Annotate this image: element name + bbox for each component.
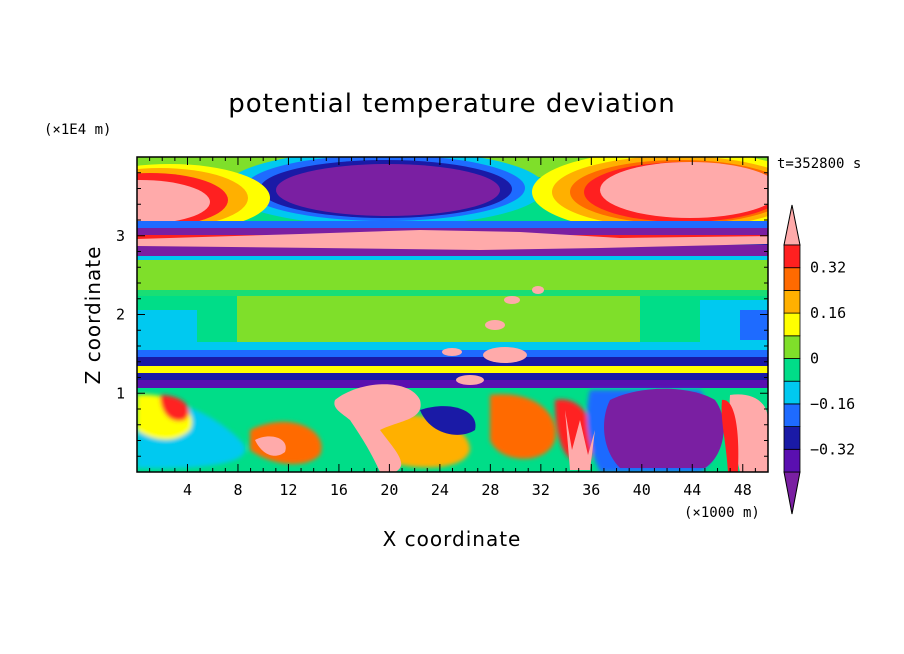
colorbar-label: 0 bbox=[810, 350, 819, 368]
y-axis-ticks: 1 2 3 bbox=[116, 172, 768, 457]
field-lower-red-mid bbox=[490, 394, 556, 459]
colorbar-segment bbox=[783, 289, 801, 314]
plume bbox=[456, 375, 484, 385]
field-band-z13-a bbox=[137, 342, 768, 352]
x-unit-label: (×1000 m) bbox=[684, 505, 760, 521]
time-label: t=352800 s bbox=[777, 156, 861, 172]
colorbar-label: −0.32 bbox=[810, 440, 855, 458]
field-band-z3-f bbox=[137, 256, 768, 261]
colorbar-label: 0.16 bbox=[810, 304, 846, 322]
colorbar-segment bbox=[783, 403, 801, 427]
x-tick-label: 32 bbox=[532, 481, 550, 499]
colorbar-segment bbox=[783, 244, 801, 269]
colorbar-segment bbox=[783, 426, 801, 450]
field-band-mid-cyan-l bbox=[137, 310, 197, 344]
field-lower-red-edge bbox=[721, 399, 739, 472]
field-band-z13-c bbox=[137, 357, 768, 367]
field-band-mid-2 bbox=[137, 290, 768, 296]
field-band-z13-e bbox=[137, 373, 768, 381]
x-tick-label: 40 bbox=[633, 481, 651, 499]
x-tick-label: 36 bbox=[582, 481, 600, 499]
y-tick-label: 1 bbox=[116, 384, 125, 402]
field-band-z13-f bbox=[137, 380, 768, 388]
y-unit-label: (×1E4 m) bbox=[44, 122, 111, 138]
colorbar-segment bbox=[783, 312, 801, 337]
field-band-z3-a bbox=[137, 221, 768, 229]
y-tick-label: 2 bbox=[116, 306, 125, 324]
field-lower-blue-patch bbox=[420, 406, 476, 435]
contour-field bbox=[137, 157, 768, 472]
field-lower-purple-right bbox=[604, 388, 724, 468]
colorbar-under-arrow bbox=[783, 471, 801, 515]
colorbar-segment bbox=[783, 358, 801, 382]
colorbar: 0.32 0.16 0 −0.16 −0.32 bbox=[783, 204, 855, 515]
x-tick-label: 16 bbox=[330, 481, 348, 499]
colorbar-segment bbox=[783, 335, 801, 359]
x-tick-label: 24 bbox=[431, 481, 449, 499]
x-tick-label: 48 bbox=[734, 481, 752, 499]
x-axis-label: X coordinate bbox=[383, 527, 522, 551]
y-tick-label: 3 bbox=[116, 227, 125, 245]
x-tick-label: 12 bbox=[279, 481, 297, 499]
colorbar-over-arrow bbox=[783, 204, 801, 246]
colorbar-segment bbox=[783, 267, 801, 291]
x-tick-label: 4 bbox=[183, 481, 192, 499]
x-tick-label: 28 bbox=[481, 481, 499, 499]
field-blob-warm-right-5 bbox=[600, 162, 768, 218]
plume bbox=[485, 320, 505, 330]
field-lower-pink-streak bbox=[565, 410, 595, 470]
field-lower-red-left bbox=[160, 395, 189, 422]
field-lower-pink-vortex bbox=[255, 436, 286, 456]
field-band-z3-e bbox=[137, 245, 768, 257]
x-tick-label: 44 bbox=[683, 481, 701, 499]
field-blob-cold-top-4 bbox=[276, 164, 500, 216]
field-band-z3-pink bbox=[137, 230, 768, 250]
colorbar-segment bbox=[783, 380, 801, 405]
x-tick-label: 20 bbox=[380, 481, 398, 499]
x-axis-ticks: 4 8 12 16 20 24 28 32 36 40 44 48 bbox=[149, 157, 756, 499]
field-lower-pink-left bbox=[334, 384, 421, 472]
field-band-z13-d bbox=[137, 366, 768, 374]
colorbar-segment bbox=[783, 448, 801, 473]
field-blob-warm-left-4 bbox=[137, 180, 210, 224]
x-tick-label: 8 bbox=[233, 481, 242, 499]
chart-title: potential temperature deviation bbox=[228, 89, 675, 119]
plume bbox=[483, 347, 527, 363]
colorbar-label: 0.32 bbox=[810, 259, 846, 277]
y-axis-label: Z coordinate bbox=[81, 246, 105, 385]
plume bbox=[504, 296, 520, 304]
colorbar-label: −0.16 bbox=[810, 395, 855, 413]
field-lower-pink-right bbox=[729, 394, 768, 472]
plume bbox=[532, 286, 544, 294]
field-plumes bbox=[442, 286, 544, 385]
plume bbox=[442, 348, 462, 356]
